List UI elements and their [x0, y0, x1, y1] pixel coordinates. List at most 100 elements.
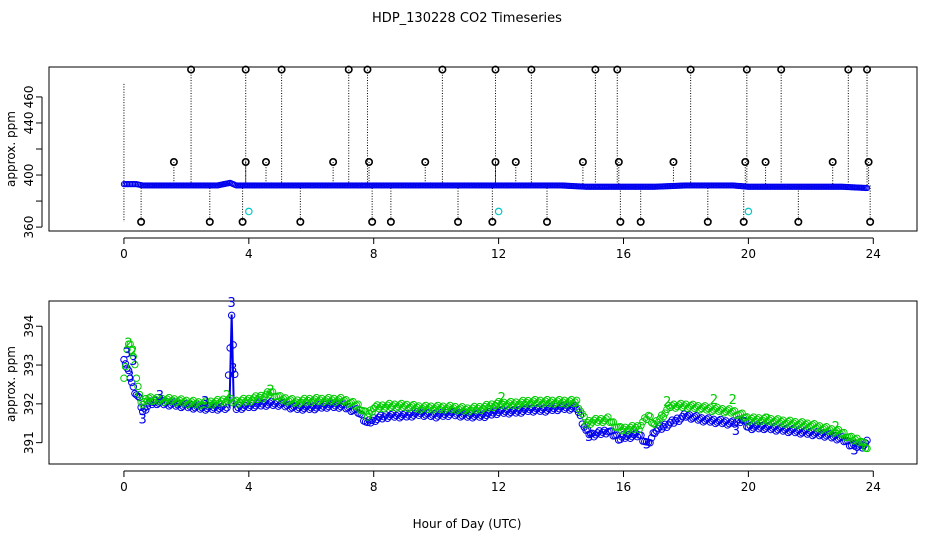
top-x-tick-label: 24	[866, 247, 881, 261]
bottom-series-blue-point	[595, 427, 603, 435]
bottom-series-blue-point	[678, 412, 687, 421]
bottom-digit-label: 2	[710, 393, 718, 408]
bottom-series-green-point	[475, 402, 484, 411]
bottom-digit-label: 2	[729, 393, 737, 408]
bottom-series-green-point	[633, 422, 642, 430]
bottom-series-green-point	[237, 396, 246, 404]
bottom-series-blue-point	[128, 378, 136, 387]
bottom-series-blue-point	[600, 426, 609, 435]
bottom-series-green-point	[200, 399, 208, 407]
bottom-series-green-point	[121, 362, 130, 371]
top-outlier-point	[614, 158, 623, 167]
bottom-series-green-point	[255, 393, 263, 402]
top-baseline-point	[863, 184, 871, 192]
top-outlier-point	[277, 65, 286, 74]
bottom-series-blue-point	[513, 407, 522, 415]
bottom-series-blue-point	[651, 429, 659, 438]
bottom-digit-label: 3	[732, 424, 740, 439]
bottom-series-blue-point	[659, 422, 668, 431]
top-outlier-point	[863, 65, 872, 74]
bottom-series-blue-point	[666, 418, 675, 427]
bottom-series-blue-point	[838, 432, 846, 441]
bottom-series-blue-point	[520, 405, 529, 414]
bottom-series-green-point	[604, 413, 612, 421]
top-outlier-point	[591, 65, 600, 74]
top-outlier-point	[739, 217, 748, 226]
bottom-series-green-point	[863, 444, 871, 453]
bottom-series-green-point	[217, 397, 226, 405]
bottom-series-green-point	[212, 397, 220, 406]
bottom-series-green-point	[654, 418, 662, 427]
bottom-series-green-point	[206, 397, 215, 405]
top-flag-point	[744, 207, 753, 216]
bottom-digit-label: 3	[585, 430, 593, 445]
bottom-series-green-point	[228, 398, 237, 407]
bottom-series-blue-point	[576, 411, 585, 420]
bottom-series-blue-point	[652, 427, 661, 435]
bottom-series-green-point	[628, 421, 636, 430]
bottom-series-green-point	[493, 399, 501, 408]
bottom-series-blue-point	[241, 401, 249, 410]
top-outlier-point	[241, 158, 250, 167]
bottom-y-tick-label: 391	[22, 431, 36, 454]
bottom-digit-label: 3	[201, 395, 209, 410]
top-outlier-point	[777, 65, 786, 74]
bottom-series-blue-point	[231, 370, 239, 379]
top-x-tick-label: 8	[370, 247, 378, 261]
bottom-series-green-point	[590, 416, 598, 425]
top-outlier-point	[864, 158, 873, 167]
bottom-digit-label: 3	[156, 389, 164, 404]
bottom-series-green-point	[232, 396, 241, 405]
bottom-series-green-point	[621, 423, 629, 432]
bottom-series-green-point	[243, 396, 251, 404]
bottom-series-green-point	[836, 430, 845, 438]
bottom-series-blue-point	[664, 421, 673, 429]
bottom-series-blue-point	[142, 406, 150, 414]
bottom-digit-label: 2	[223, 389, 231, 404]
bottom-series-blue-point	[479, 410, 487, 418]
top-outlier-point	[844, 65, 853, 74]
bottom-x-tick-label: 16	[616, 480, 631, 494]
bottom-series-green-point	[481, 402, 489, 411]
bottom-digit-label: 3	[228, 296, 236, 311]
bottom-series-blue-point	[489, 409, 498, 417]
bottom-series-blue-point	[121, 360, 130, 368]
bottom-series-green-point	[571, 398, 579, 406]
bottom-series-green-point	[517, 398, 525, 406]
bottom-digit-label: 3	[229, 362, 237, 377]
bottom-series-green-point	[512, 398, 520, 406]
bottom-series-blue-point	[375, 413, 383, 421]
bottom-series-green-point	[245, 394, 253, 403]
bottom-series-blue-point	[227, 311, 236, 320]
bottom-digit-label: 3	[123, 346, 131, 361]
bottom-series-blue-point	[727, 418, 735, 426]
top-outlier-point	[169, 158, 178, 167]
bottom-series-blue-point	[588, 429, 596, 438]
bottom-x-tick-label: 0	[120, 480, 128, 494]
bottom-series-blue-point	[671, 416, 680, 425]
bottom-panel: approx. ppm 0 4 8 12 16 20 2439139239339433333…	[4, 296, 918, 494]
bottom-y-tick-label: 394	[22, 315, 36, 338]
bottom-x-tick-label: 24	[866, 480, 881, 494]
bottom-series-green-point	[619, 425, 628, 433]
bottom-series-blue-point	[657, 425, 666, 433]
bottom-series-blue-point	[253, 400, 262, 408]
bottom-series-green-point	[373, 401, 381, 409]
bottom-series-blue-point	[675, 417, 683, 425]
bottom-series-green-point	[123, 345, 131, 354]
bottom-series-green-point	[637, 421, 645, 430]
bottom-digit-label: 3	[126, 370, 134, 385]
bottom-series-blue-point	[435, 410, 444, 418]
bottom-series-green-point	[519, 396, 527, 405]
top-outlier-point	[488, 217, 497, 226]
bottom-series-blue-point	[491, 407, 499, 415]
bottom-x-tick-label: 12	[491, 480, 506, 494]
bottom-series-green-point	[468, 404, 477, 412]
bottom-series-green-point	[635, 425, 643, 434]
bottom-series-blue-point	[670, 419, 678, 427]
bottom-series-blue-point	[229, 341, 237, 349]
bottom-series-blue-point	[376, 411, 385, 420]
top-panel: approx. ppm 0 4 8 12 16 20 24 360 400 440 460	[4, 65, 918, 261]
bottom-series-green-point	[482, 400, 491, 409]
